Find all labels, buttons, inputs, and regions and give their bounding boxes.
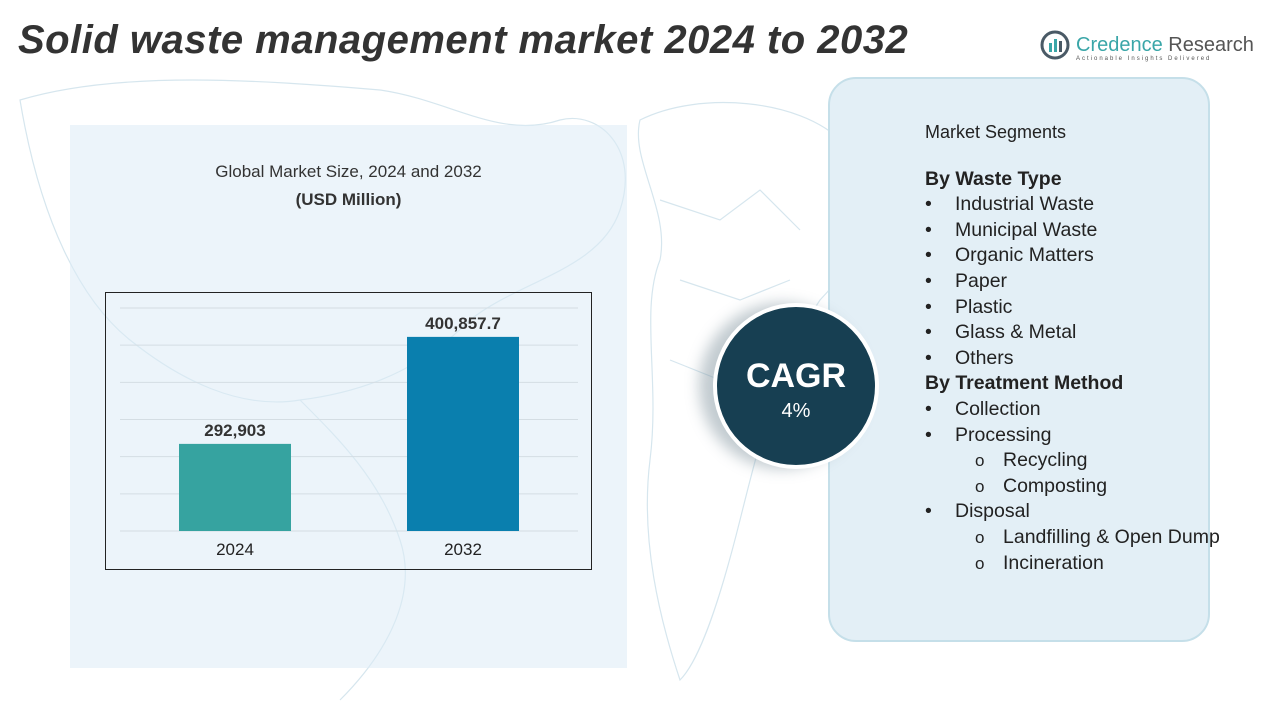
- page-title: Solid waste management market 2024 to 20…: [18, 18, 909, 62]
- data-label: 400,857.7: [425, 314, 501, 333]
- logo-name: Credence: [1076, 33, 1163, 56]
- segment-item: Organic Matters: [925, 243, 1220, 269]
- segments-heading: Market Segments: [925, 122, 1067, 142]
- segment-group-title: By Waste Type: [925, 167, 1062, 190]
- segment-subitem: Landfilling & Open Dump: [925, 525, 1220, 551]
- segment-subitem: Composting: [925, 474, 1220, 500]
- bar-2024: [179, 443, 291, 531]
- market-segments-list: Market Segments By Waste TypeIndustrial …: [925, 120, 1220, 576]
- segment-item: Glass & Metal: [925, 320, 1220, 346]
- data-label: 292,903: [204, 421, 265, 440]
- segment-group-title: By Treatment Method: [925, 372, 1124, 395]
- cagr-value: 4%: [781, 400, 811, 422]
- credence-research-logo: Credence Research Actionable Insights De…: [1040, 30, 1254, 62]
- segment-subitem: Incineration: [925, 551, 1220, 577]
- logo-icon: [1040, 30, 1070, 60]
- segment-item: Paper: [925, 269, 1220, 295]
- logo-tagline: Actionable Insights Delivered: [1076, 56, 1212, 62]
- bar-chart: 292,903 2024 400,857.7 2032: [105, 292, 592, 570]
- chart-panel: [70, 125, 627, 668]
- segment-item: Municipal Waste: [925, 218, 1220, 244]
- segment-item: Collection: [925, 397, 1220, 423]
- cagr-label: CAGR: [745, 357, 847, 395]
- segment-item: Processing: [925, 423, 1220, 449]
- cagr-badge: CAGR 4%: [713, 303, 879, 469]
- logo-name2: Research: [1162, 33, 1254, 56]
- x-tick-label: 2024: [216, 540, 254, 559]
- segment-item: Others: [925, 346, 1220, 372]
- segment-item: Plastic: [925, 295, 1220, 321]
- segment-subitem: Recycling: [925, 448, 1220, 474]
- segment-item: Disposal: [925, 499, 1220, 525]
- segment-item: Industrial Waste: [925, 192, 1220, 218]
- chart-title: Global Market Size, 2024 and 2032: [215, 162, 482, 181]
- chart-subtitle: (USD Million): [295, 190, 402, 209]
- bar-2032: [407, 336, 519, 531]
- x-tick-label: 2032: [444, 540, 482, 559]
- bar-chart-svg: 292,903 2024 400,857.7 2032: [120, 307, 578, 559]
